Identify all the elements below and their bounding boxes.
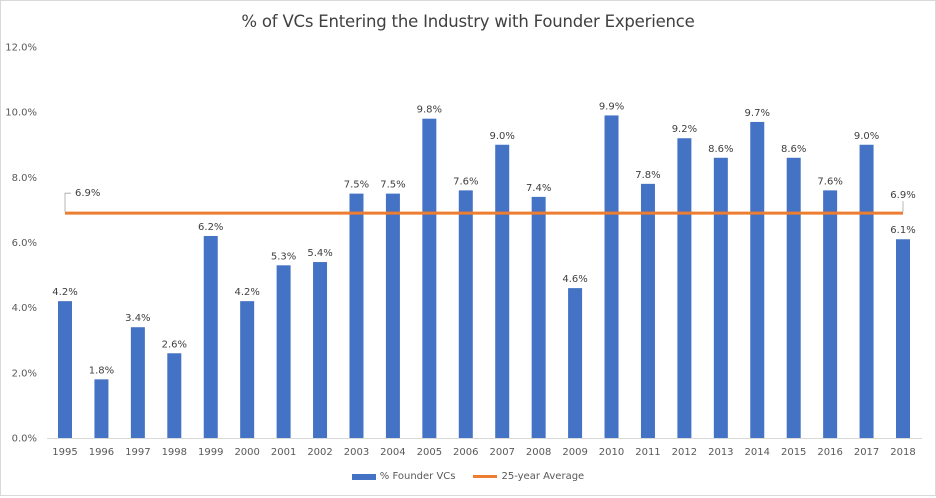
legend-item-founder-vcs: % Founder VCs [351,471,456,482]
x-tick-label: 2002 [307,447,332,458]
x-tick-label: 2013 [708,447,733,458]
legend: % Founder VCs 25-year Average [0,471,936,482]
bar-data-label: 4.2% [234,287,259,298]
bar-2001 [276,265,291,438]
x-tick-label: 2018 [890,447,915,458]
x-tick-label: 2016 [817,447,842,458]
x-tick-label: 2000 [234,447,259,458]
bar-2003 [349,193,364,438]
bar-data-label: 6.1% [890,225,915,236]
bar-data-label: 9.9% [599,101,624,112]
bar-data-label: 9.2% [672,124,697,135]
bar-2016 [823,190,838,438]
bar-1997 [130,327,145,438]
x-tick-label: 2009 [562,447,587,458]
bar-data-label: 5.3% [271,251,296,262]
legend-swatch-bar [351,473,376,480]
bar-2008 [531,196,546,438]
bar-data-label: 9.0% [490,131,515,142]
bar-2014 [750,121,765,439]
bar-data-label: 8.6% [708,144,733,155]
bar-2013 [713,157,728,439]
y-tick-label: 10.0% [5,108,37,119]
bar-1995 [58,301,72,438]
legend-label-founder-vcs: % Founder VCs [379,471,456,482]
y-tick-label: 2.0% [12,368,37,379]
x-tick-label: 2003 [344,447,369,458]
bar-data-label: 7.6% [817,176,842,187]
x-tick-label: 1999 [198,447,223,458]
x-tick-label: 2004 [380,447,405,458]
y-tick-label: 4.0% [12,303,37,314]
legend-item-average: 25-year Average [473,471,584,482]
chart-title: % of VCs Entering the Industry with Foun… [241,12,695,31]
x-tick-label: 2010 [599,447,624,458]
bar-data-label: 5.4% [307,248,332,259]
y-tick-label: 8.0% [12,173,37,184]
bar-data-label: 9.7% [745,108,770,119]
bar-2006 [458,190,473,438]
bar-2009 [568,288,583,438]
y-tick-label: 12.0% [5,43,37,54]
bar-2007 [495,144,510,438]
bar-data-label: 7.8% [635,170,660,181]
x-tick-label: 2008 [526,447,551,458]
bar-1998 [167,353,182,438]
legend-label-average: 25-year Average [501,471,585,482]
x-tick-label: 2006 [453,447,478,458]
x-tick-label: 2012 [672,447,697,458]
x-tick-label: 2017 [854,447,879,458]
bar-2015 [786,157,801,439]
average-data-label-left: 6.9% [75,188,100,199]
x-tick-label: 2014 [745,447,770,458]
bar-data-label: 8.6% [781,144,806,155]
bar-1999 [203,235,218,438]
x-tick-label: 2011 [635,447,660,458]
x-tick-label: 2015 [781,447,806,458]
x-tick-label: 1996 [89,447,114,458]
bar-data-label: 9.8% [417,105,442,116]
bar-2017 [859,144,874,438]
bar-data-label: 1.8% [89,365,114,376]
bar-data-label: 9.0% [854,131,879,142]
bar-data-label: 4.6% [562,274,587,285]
bar-data-label: 2.6% [162,339,187,350]
bar-data-label: 7.4% [526,183,551,194]
legend-swatch-line [473,475,498,478]
bar-2010 [604,115,619,439]
y-tick-label: 0.0% [12,434,37,445]
bar-2005 [422,118,437,438]
bar-data-label: 7.5% [344,180,369,191]
bar-2004 [385,193,400,438]
bar-data-label: 7.6% [453,176,478,187]
bar-2018 [896,239,910,438]
bar-2012 [677,138,692,438]
bar-data-label: 4.2% [52,287,77,298]
bar-data-label: 3.4% [125,313,150,324]
x-tick-label: 2007 [489,447,514,458]
bar-data-label: 6.2% [198,222,223,233]
x-tick-label: 1995 [52,447,77,458]
bar-2002 [313,262,328,438]
x-tick-label: 2001 [271,447,296,458]
x-tick-label: 1997 [125,447,150,458]
bar-2011 [640,183,655,438]
bar-data-label: 7.5% [380,180,405,191]
y-tick-label: 6.0% [12,238,37,249]
bar-2000 [240,301,255,438]
x-tick-label: 1998 [162,447,187,458]
average-data-label-right: 6.9% [890,190,915,201]
x-tick-label: 2005 [417,447,442,458]
average-label-leader-left [64,192,71,213]
bar-1996 [94,379,109,438]
